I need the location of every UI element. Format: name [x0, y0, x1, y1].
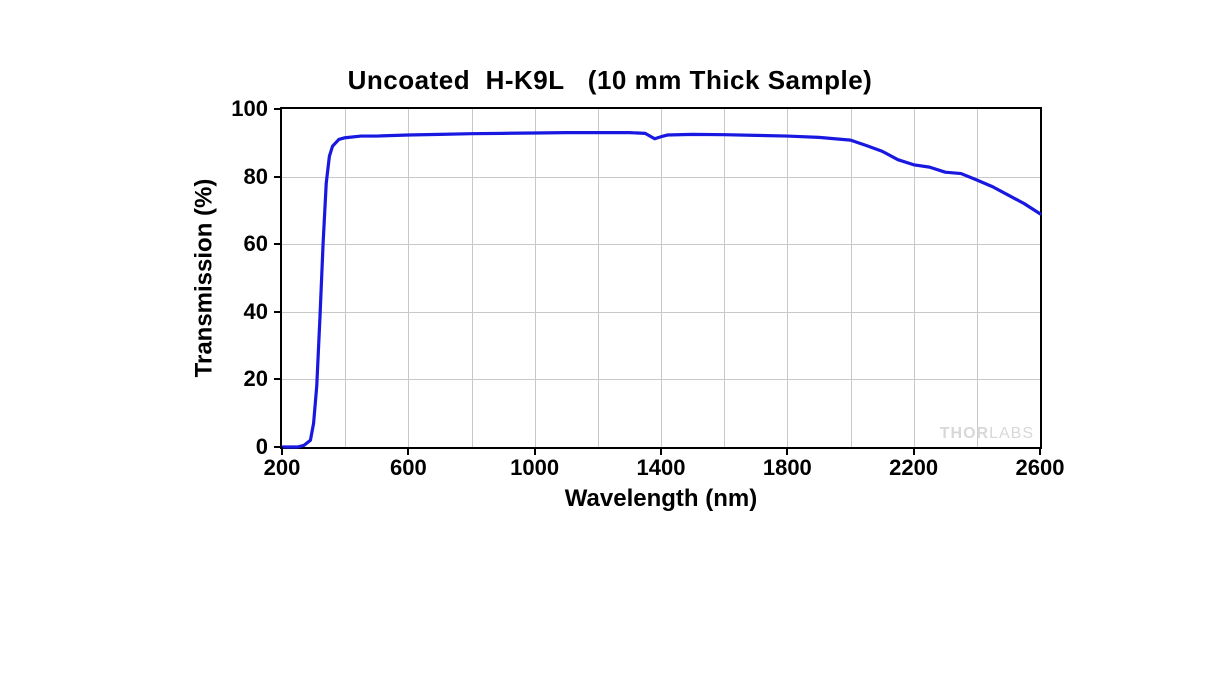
x-tick-label: 1400 — [637, 455, 686, 481]
data-line-layer — [282, 109, 1040, 447]
x-tick-label: 1800 — [763, 455, 812, 481]
watermark: THORLABS — [940, 425, 1034, 443]
x-tick-mark — [660, 447, 662, 455]
y-tick-label: 100 — [231, 96, 268, 122]
y-axis-label-container: Transmission (%) — [190, 107, 218, 449]
y-tick-label: 80 — [244, 164, 268, 190]
x-tick-mark — [786, 447, 788, 455]
y-tick-mark — [274, 446, 282, 448]
y-tick-label: 60 — [244, 231, 268, 257]
x-axis-label: Wavelength (nm) — [280, 485, 1042, 513]
transmission-line — [282, 133, 1040, 447]
y-tick-mark — [274, 176, 282, 178]
y-tick-mark — [274, 243, 282, 245]
watermark-part2: LABS — [989, 425, 1034, 442]
x-tick-label: 1000 — [510, 455, 559, 481]
title-seg-thickness: (10 mm Thick Sample) — [588, 65, 873, 95]
plot-area: THORLABS 2006001000140018002200260002040… — [280, 107, 1042, 449]
x-tick-label: 2600 — [1016, 455, 1065, 481]
y-tick-mark — [274, 378, 282, 380]
chart-title: Uncoated H-K9L (10 mm Thick Sample) — [160, 65, 1060, 96]
x-tick-mark — [913, 447, 915, 455]
x-tick-label: 600 — [390, 455, 427, 481]
chart-container: Uncoated H-K9L (10 mm Thick Sample) Tran… — [160, 65, 1060, 575]
x-tick-label: 2200 — [889, 455, 938, 481]
title-seg-material: H-K9L — [486, 65, 565, 95]
watermark-part1: THOR — [940, 425, 989, 442]
y-tick-mark — [274, 108, 282, 110]
y-tick-label: 0 — [256, 434, 268, 460]
y-axis-label: Transmission (%) — [190, 179, 218, 378]
x-tick-mark — [1039, 447, 1041, 455]
x-tick-mark — [281, 447, 283, 455]
y-tick-mark — [274, 311, 282, 313]
x-tick-mark — [534, 447, 536, 455]
y-tick-label: 40 — [244, 299, 268, 325]
x-tick-label: 200 — [264, 455, 301, 481]
x-tick-mark — [407, 447, 409, 455]
y-tick-label: 20 — [244, 366, 268, 392]
title-seg-uncoated: Uncoated — [348, 65, 470, 95]
